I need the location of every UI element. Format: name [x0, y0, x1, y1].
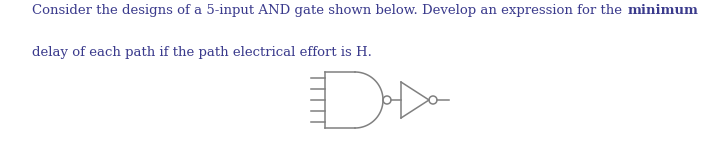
Text: Consider the designs of a 5-input AND gate shown below. Develop an expression fo: Consider the designs of a 5-input AND ga… — [32, 4, 626, 17]
Text: minimum: minimum — [628, 4, 699, 17]
Text: delay of each path if the path electrical effort is H.: delay of each path if the path electrica… — [32, 46, 372, 59]
